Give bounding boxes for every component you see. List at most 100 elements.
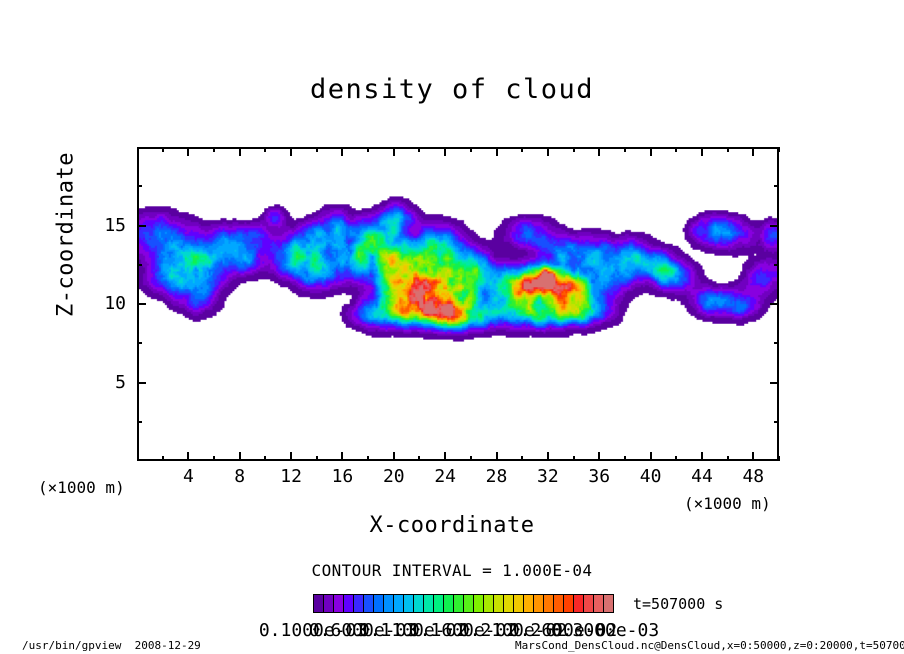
y-tick-17.5 — [137, 185, 142, 188]
colorbar-cell-28 — [594, 595, 604, 612]
x-tick-label-48: 48 — [742, 466, 765, 487]
x-tick-28 — [495, 452, 498, 461]
colorbar-cell-13 — [444, 595, 454, 612]
x-tick-46 — [726, 456, 729, 461]
x-axis-unit: (×1000 m) — [684, 494, 771, 513]
colorbar-cell-27 — [584, 595, 594, 612]
x-tick-label-40: 40 — [639, 466, 662, 487]
x-tick-label-44: 44 — [691, 466, 713, 487]
x-tick-top-8 — [238, 147, 241, 156]
x-tick-34 — [572, 456, 575, 461]
x-tick-16 — [341, 452, 344, 461]
colorbar-label-3: 0.1600e-02 — [408, 620, 518, 641]
x-tick-48 — [752, 452, 755, 461]
x-tick-label-8: 8 — [234, 466, 246, 487]
colorbar-cell-17 — [484, 595, 494, 612]
y-axis-unit: (×1000 m) — [38, 478, 125, 497]
contour-interval-label: CONTOUR INTERVAL = 1.000E-04 — [311, 561, 593, 580]
x-tick-20 — [392, 452, 395, 461]
x-tick-26 — [469, 456, 472, 461]
x-tick-top-28 — [495, 147, 498, 156]
colorbar-label-1: 0.6000e-03 — [308, 620, 418, 641]
x-tick-top-32 — [546, 147, 549, 156]
x-tick-top-50 — [778, 147, 780, 152]
x-tick-6 — [213, 456, 216, 461]
x-tick-44 — [700, 452, 703, 461]
colorbar-cell-20 — [514, 595, 524, 612]
y-tick-label-5: 5 — [115, 371, 126, 393]
x-tick-top-14 — [315, 147, 318, 152]
x-tick-30 — [521, 456, 524, 461]
x-tick-top-34 — [572, 147, 575, 152]
x-tick-18 — [367, 456, 370, 461]
colorbar-cell-1 — [324, 595, 334, 612]
x-tick-top-30 — [521, 147, 524, 152]
footer-dataset: MarsCond_DensCloud.nc@DensCloud,x=0:5000… — [515, 639, 904, 652]
x-tick-10 — [264, 456, 267, 461]
x-tick-top-12 — [290, 147, 293, 156]
x-tick-top-40 — [649, 147, 652, 156]
colorbar-cell-15 — [464, 595, 474, 612]
x-tick-label-20: 20 — [382, 466, 405, 487]
x-tick-top-24 — [444, 147, 447, 156]
colorbar-cell-23 — [544, 595, 554, 612]
colorbar-label-6: 0.3000e-03 — [550, 620, 660, 641]
y-tick-15 — [137, 224, 146, 227]
x-tick-top-20 — [392, 147, 395, 156]
y-tick-label-15: 15 — [104, 214, 126, 236]
colorbar-cell-12 — [434, 595, 444, 612]
x-tick-top-26 — [469, 147, 472, 152]
y-tick-right-17.5 — [774, 185, 779, 188]
y-tick-7.5 — [137, 342, 142, 345]
colorbar-cell-11 — [424, 595, 434, 612]
y-tick-12.5 — [137, 263, 142, 266]
x-tick-24 — [444, 452, 447, 461]
colorbar-cell-29 — [604, 595, 613, 612]
x-tick-50 — [778, 456, 780, 461]
colorbar-tick-labels: 0.1000e-03 0.6000e-03 0.1100e-02 0.1600e-02… — [0, 620, 904, 642]
colorbar-cell-21 — [524, 595, 534, 612]
colorbar-cell-6 — [374, 595, 384, 612]
colorbar-cell-19 — [504, 595, 514, 612]
x-tick-38 — [623, 456, 626, 461]
y-axis-label: Z-coordinate — [53, 152, 79, 317]
colorbar-cell-24 — [554, 595, 564, 612]
colorbar-label-4: 0.2100e-02 — [458, 620, 568, 641]
x-tick-label-36: 36 — [588, 466, 611, 487]
x-tick-40 — [649, 452, 652, 461]
x-tick-14 — [315, 456, 318, 461]
y-tick-right-12.5 — [774, 263, 779, 266]
colorbar-cell-0 — [314, 595, 324, 612]
y-tick-5 — [137, 381, 146, 384]
x-tick-top-2 — [161, 147, 164, 152]
x-tick-label-32: 32 — [537, 466, 559, 487]
x-tick-22 — [418, 456, 421, 461]
density-field-canvas — [139, 149, 777, 459]
page-title: density of cloud — [309, 74, 595, 105]
y-tick-right-15 — [770, 224, 779, 227]
x-tick-top-6 — [213, 147, 216, 152]
footer-command: /usr/bin/gpview 2008-12-29 — [22, 639, 201, 652]
colorbar-cell-4 — [354, 595, 364, 612]
x-tick-label-12: 12 — [280, 466, 302, 487]
colorbar-cell-9 — [404, 595, 414, 612]
time-label: t=507000 s — [633, 595, 724, 613]
y-tick-label-10: 10 — [104, 293, 126, 314]
x-tick-top-38 — [623, 147, 626, 152]
colorbar-label-0: 0.1000e-03 — [258, 620, 368, 641]
x-tick-top-10 — [264, 147, 267, 152]
plot-frame — [137, 147, 779, 461]
colorbar-cell-8 — [394, 595, 404, 612]
y-tick-right-5 — [770, 381, 779, 384]
colorbar-cell-14 — [454, 595, 464, 612]
colorbar-cell-22 — [534, 595, 544, 612]
x-tick-2 — [161, 456, 164, 461]
colorbar-cell-7 — [384, 595, 394, 612]
colorbar-label-2: 0.1100e-02 — [358, 620, 468, 641]
x-tick-top-22 — [418, 147, 421, 152]
x-tick-label-4: 4 — [182, 466, 194, 487]
x-tick-top-16 — [341, 147, 344, 156]
x-tick-label-24: 24 — [434, 466, 456, 487]
x-tick-label-16: 16 — [331, 466, 354, 487]
